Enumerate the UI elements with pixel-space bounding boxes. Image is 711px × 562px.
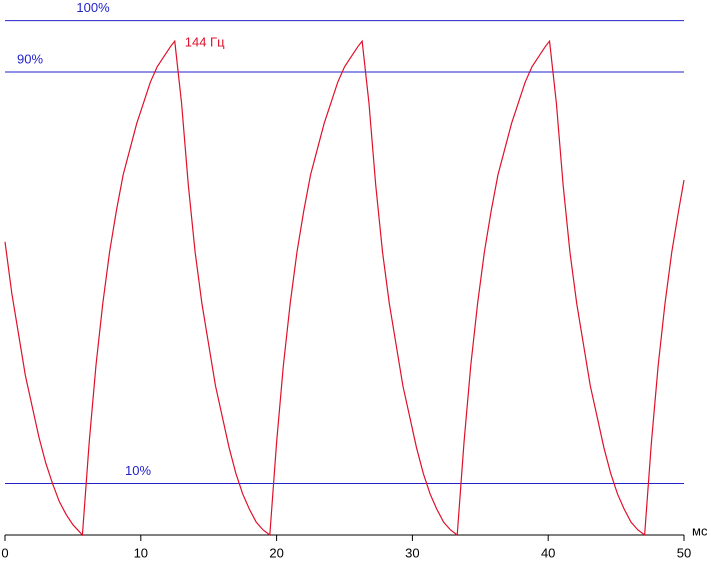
y-tick-label: 10%	[125, 463, 151, 478]
y-tick-label: 90%	[17, 51, 43, 66]
x-tick-label: 30	[405, 545, 419, 560]
x-unit: мс	[692, 523, 708, 538]
x-tick-label: 0	[1, 545, 8, 560]
x-tick-label: 10	[134, 545, 148, 560]
x-tick-label: 50	[677, 545, 691, 560]
x-tick-label: 40	[541, 545, 555, 560]
series-label: 144 Гц	[185, 35, 225, 50]
line-series	[4, 39, 685, 537]
x-tick-label: 20	[269, 545, 283, 560]
y-tick-label: 100%	[76, 0, 110, 15]
